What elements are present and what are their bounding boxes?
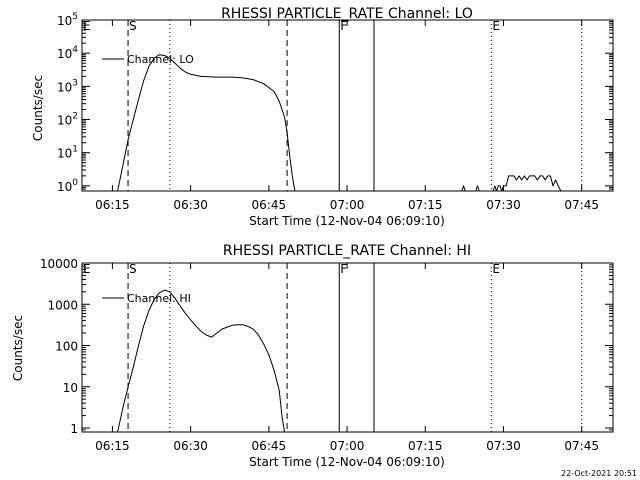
lo-marker-label-4: F — [340, 19, 347, 33]
lo-series-line-1 — [461, 175, 562, 192]
lo-marker-label-0: E — [83, 19, 91, 33]
hi-plot-area: E S F E 06:15 06:30 06:45 07:00 07:15 07:30 07:45 1… — [40, 257, 614, 453]
lo-x-tick-label-3: 07:00 — [330, 198, 365, 212]
hi-y-tick-label-1: 10 — [63, 381, 78, 395]
lo-x-tick-label-0: 06:15 — [95, 198, 130, 212]
hi-x-tick-label-5: 07:30 — [486, 439, 521, 453]
lo-legend-label: Channel: LO — [127, 53, 194, 66]
hi-x-tick-label-3: 07:00 — [330, 439, 365, 453]
hi-x-axis-label: Start Time (12-Nov-04 06:09:10) — [249, 455, 445, 469]
hi-legend-label: Channel: HI — [127, 292, 191, 305]
hi-marker-label-0: E — [83, 262, 91, 276]
hi-y-tick-label-4: 10000 — [40, 257, 78, 271]
hi-channel-panel: RHESSI PARTICLE_RATE Channel: HI E S F E 06:… — [11, 243, 614, 469]
hi-plot-frame — [81, 262, 614, 433]
hi-y-tick-label-0: 1 — [70, 422, 78, 436]
lo-x-tick-label-5: 07:30 — [486, 198, 521, 212]
lo-marker-label-1: S — [129, 19, 137, 33]
hi-legend: Channel: HI — [102, 292, 191, 305]
hi-x-tick-label-0: 06:15 — [95, 439, 130, 453]
lo-y-tick-label-1: 101 — [57, 145, 78, 161]
hi-series-line-0 — [117, 289, 285, 433]
hi-x-tick-label-4: 07:15 — [408, 439, 443, 453]
lo-y-tick-label-5: 105 — [57, 12, 78, 28]
lo-plot-frame — [81, 19, 614, 192]
lo-x-tick-label-1: 06:30 — [173, 198, 208, 212]
hi-marker-label-6: E — [492, 262, 500, 276]
lo-y-axis-label: Counts/sec — [31, 75, 45, 141]
lo-x-tick-label-4: 07:15 — [408, 198, 443, 212]
hi-x-tick-label-2: 06:45 — [252, 439, 287, 453]
lo-series-line-0 — [117, 54, 296, 192]
lo-chart-title: RHESSI PARTICLE_RATE Channel: LO — [221, 6, 473, 22]
lo-y-tick-label-2: 102 — [57, 112, 78, 128]
hi-y-tick-label-3: 1000 — [47, 298, 78, 312]
lo-x-axis-label: Start Time (12-Nov-04 06:09:10) — [249, 214, 445, 228]
lo-y-tick-label-0: 100 — [57, 178, 78, 194]
hi-x-tick-label-6: 07:45 — [564, 439, 599, 453]
lo-y-tick-label-4: 104 — [57, 45, 78, 61]
lo-x-tick-label-6: 07:45 — [564, 198, 599, 212]
lo-plot-area: E S F E 06:15 06:30 06:45 07:00 07:15 07:30 07:45 1… — [57, 12, 614, 212]
lo-y-tick-label-3: 103 — [57, 78, 78, 94]
footer-timestamp: 22-Oct-2021 20:51 — [561, 469, 637, 478]
hi-chart-title: RHESSI PARTICLE_RATE Channel: HI — [223, 243, 471, 259]
hi-marker-label-1: S — [129, 262, 137, 276]
lo-x-tick-label-2: 06:45 — [252, 198, 287, 212]
hi-x-tick-label-1: 06:30 — [173, 439, 208, 453]
lo-legend: Channel: LO — [102, 53, 194, 66]
lo-marker-label-6: E — [492, 19, 500, 33]
lo-channel-panel: RHESSI PARTICLE_RATE Channel: LO E S F E 06:… — [31, 6, 614, 228]
hi-y-tick-label-2: 100 — [55, 340, 78, 354]
hi-marker-label-4: F — [340, 262, 347, 276]
hi-y-axis-label: Counts/sec — [11, 315, 25, 381]
